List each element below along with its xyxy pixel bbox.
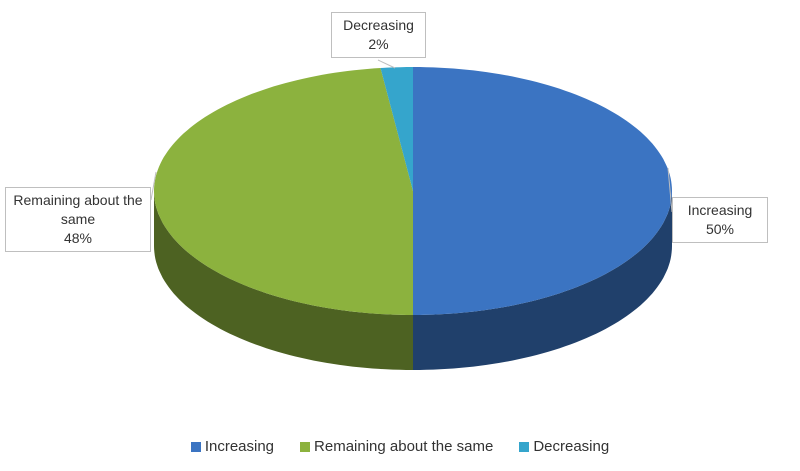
leader-line	[377, 59, 396, 69]
legend-label: Decreasing	[533, 438, 610, 455]
slice	[380, 67, 413, 191]
legend-item: Decreasing	[519, 438, 609, 455]
data-label-value: 48%	[63, 230, 93, 246]
data-label-value: 50%	[705, 221, 735, 237]
legend: Increasing Remaining about the same Decrea…	[0, 438, 800, 455]
legend-swatch	[519, 441, 530, 452]
data-label: Remaining about the same 48%	[5, 187, 151, 252]
legend-item: Increasing	[190, 438, 275, 455]
legend-item: Remaining about the same	[300, 438, 493, 455]
data-label: Decreasing 2%	[331, 12, 426, 58]
legend-label: Remaining about the same	[314, 438, 494, 455]
data-label-name: Decreasing	[343, 17, 414, 33]
data-label: Increasing 50%	[672, 197, 768, 243]
legend-label: Increasing	[204, 438, 275, 455]
data-label-name: Remaining about the same	[13, 192, 143, 227]
legend-swatch	[190, 441, 201, 452]
data-label-name: Increasing	[687, 202, 753, 218]
slice	[413, 67, 672, 315]
slice-side	[154, 191, 413, 370]
slice-side	[413, 191, 672, 370]
legend-swatch	[300, 441, 311, 452]
data-label-value: 2%	[368, 36, 389, 52]
leader-line	[150, 171, 157, 201]
leader-line	[667, 167, 673, 213]
slice	[154, 68, 413, 315]
